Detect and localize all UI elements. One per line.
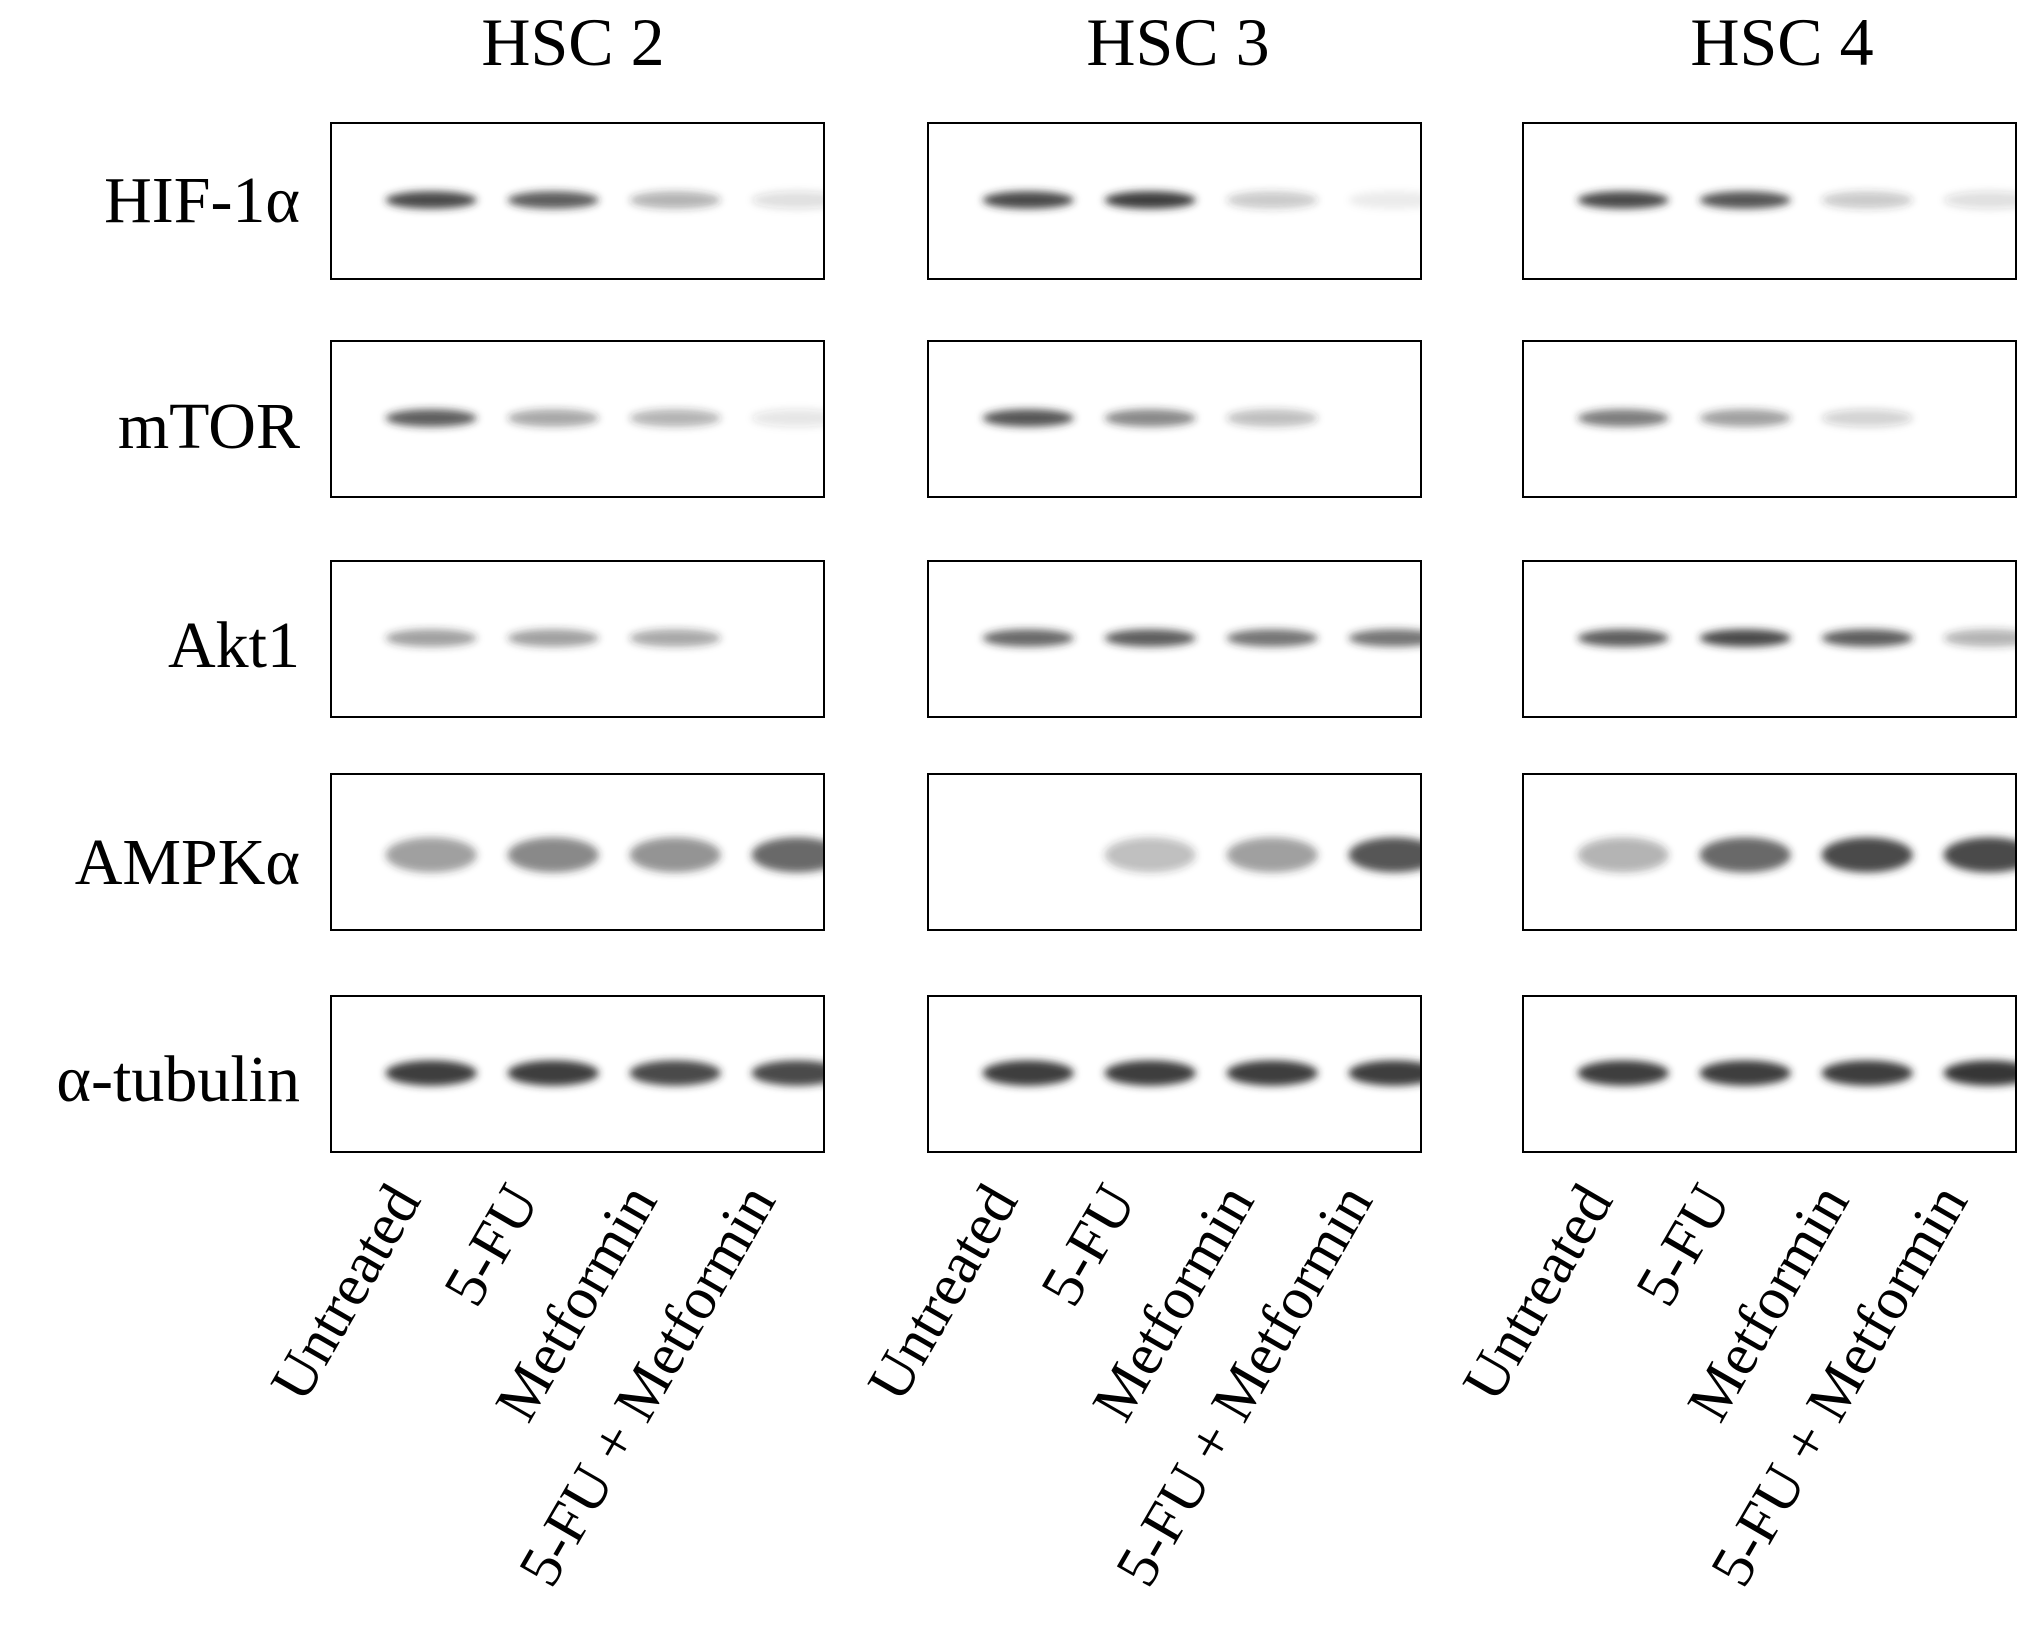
band-metformin [629, 191, 721, 209]
band-5-fu-metformin [1348, 1060, 1420, 1086]
band-5-fu [1699, 191, 1791, 209]
band-untreated [982, 409, 1074, 427]
band-metformin [629, 409, 721, 427]
band-metformin [1226, 191, 1318, 209]
band-5-fu [1104, 1060, 1196, 1086]
band-5-fu-metformin [1348, 191, 1420, 209]
blot-panel-hsc-2-hif-1 [330, 122, 825, 280]
lane-label-hsc-3-untreated: Untreated [854, 1173, 1031, 1412]
band-metformin [1821, 629, 1913, 647]
band-5-fu [507, 409, 599, 427]
blot-panel-hsc-2-akt1 [330, 560, 825, 718]
band-5-fu [1104, 191, 1196, 209]
band-5-fu [1104, 409, 1196, 427]
lane-label-hsc-4-5-fu: 5-FU [1622, 1173, 1744, 1317]
band-metformin [1226, 1060, 1318, 1086]
band-5-fu [1104, 629, 1196, 647]
band-untreated [982, 191, 1074, 209]
band-5-fu-metformin [1943, 629, 2015, 647]
band-untreated [385, 1060, 477, 1086]
band-5-fu-metformin [1943, 1060, 2015, 1086]
row-label-alpha-tubulin: α-tubulin [56, 1043, 300, 1116]
band-untreated [385, 191, 477, 209]
blot-panel-hsc-2-ampk [330, 773, 825, 931]
band-metformin [1821, 409, 1913, 427]
band-5-fu-metformin [1943, 191, 2015, 209]
band-metformin [629, 1060, 721, 1086]
band-5-fu-metformin [1943, 837, 2015, 873]
band-metformin [1821, 1060, 1913, 1086]
band-untreated [1577, 409, 1669, 427]
band-untreated [982, 629, 1074, 647]
blot-panel-hsc-3-tubulin [927, 995, 1422, 1153]
row-label-ampka: AMPKα [74, 826, 300, 899]
blot-panel-hsc-4-tubulin [1522, 995, 2017, 1153]
blot-panel-hsc-3-ampk [927, 773, 1422, 931]
band-untreated [385, 837, 477, 873]
lane-label-hsc-2-untreated: Untreated [257, 1173, 434, 1412]
band-untreated [1577, 629, 1669, 647]
band-5-fu [507, 837, 599, 873]
band-5-fu-metformin [751, 191, 823, 209]
blot-panel-hsc-4-mtor [1522, 340, 2017, 498]
band-5-fu-metformin [751, 409, 823, 427]
band-5-fu [1699, 629, 1791, 647]
column-title-hsc2: HSC 2 [481, 4, 665, 80]
band-metformin [1821, 837, 1913, 873]
band-5-fu [1699, 1060, 1791, 1086]
band-untreated [1577, 837, 1669, 873]
row-label-hif1a: HIF-1α [104, 164, 300, 237]
column-title-hsc4: HSC 4 [1690, 4, 1874, 80]
blot-panel-hsc-3-akt1 [927, 560, 1422, 718]
row-labels: HIF-1α mTOR Akt1 AMPKα α-tubulin [0, 0, 300, 1200]
band-5-fu [507, 629, 599, 647]
blot-panel-hsc-3-mtor [927, 340, 1422, 498]
band-untreated [385, 629, 477, 647]
lane-label-hsc-2-5-fu: 5-FU [430, 1173, 552, 1317]
band-untreated [1577, 1060, 1669, 1086]
blot-panel-hsc-2-tubulin [330, 995, 825, 1153]
band-5-fu [1104, 837, 1196, 873]
band-5-fu-metformin [751, 1060, 823, 1086]
band-untreated [982, 1060, 1074, 1086]
band-metformin [1226, 409, 1318, 427]
blot-panel-hsc-2-mtor [330, 340, 825, 498]
band-5-fu [1699, 409, 1791, 427]
band-5-fu [507, 1060, 599, 1086]
band-untreated [385, 409, 477, 427]
band-metformin [629, 837, 721, 873]
row-label-akt1: Akt1 [168, 609, 300, 682]
band-5-fu-metformin [1348, 629, 1420, 647]
blot-panel-hsc-4-hif-1 [1522, 122, 2017, 280]
band-metformin [1226, 837, 1318, 873]
band-5-fu-metformin [1348, 837, 1420, 873]
blot-panel-hsc-4-ampk [1522, 773, 2017, 931]
lane-label-hsc-4-untreated: Untreated [1449, 1173, 1626, 1412]
band-5-fu [1699, 837, 1791, 873]
row-label-mtor: mTOR [117, 390, 300, 463]
band-metformin [1821, 191, 1913, 209]
band-metformin [1226, 629, 1318, 647]
band-5-fu [507, 191, 599, 209]
column-title-hsc3: HSC 3 [1086, 4, 1270, 80]
lane-label-hsc-3-5-fu: 5-FU [1027, 1173, 1149, 1317]
band-untreated [1577, 191, 1669, 209]
blot-panel-hsc-4-akt1 [1522, 560, 2017, 718]
band-5-fu-metformin [751, 837, 823, 873]
blot-panel-hsc-3-hif-1 [927, 122, 1422, 280]
band-metformin [629, 629, 721, 647]
